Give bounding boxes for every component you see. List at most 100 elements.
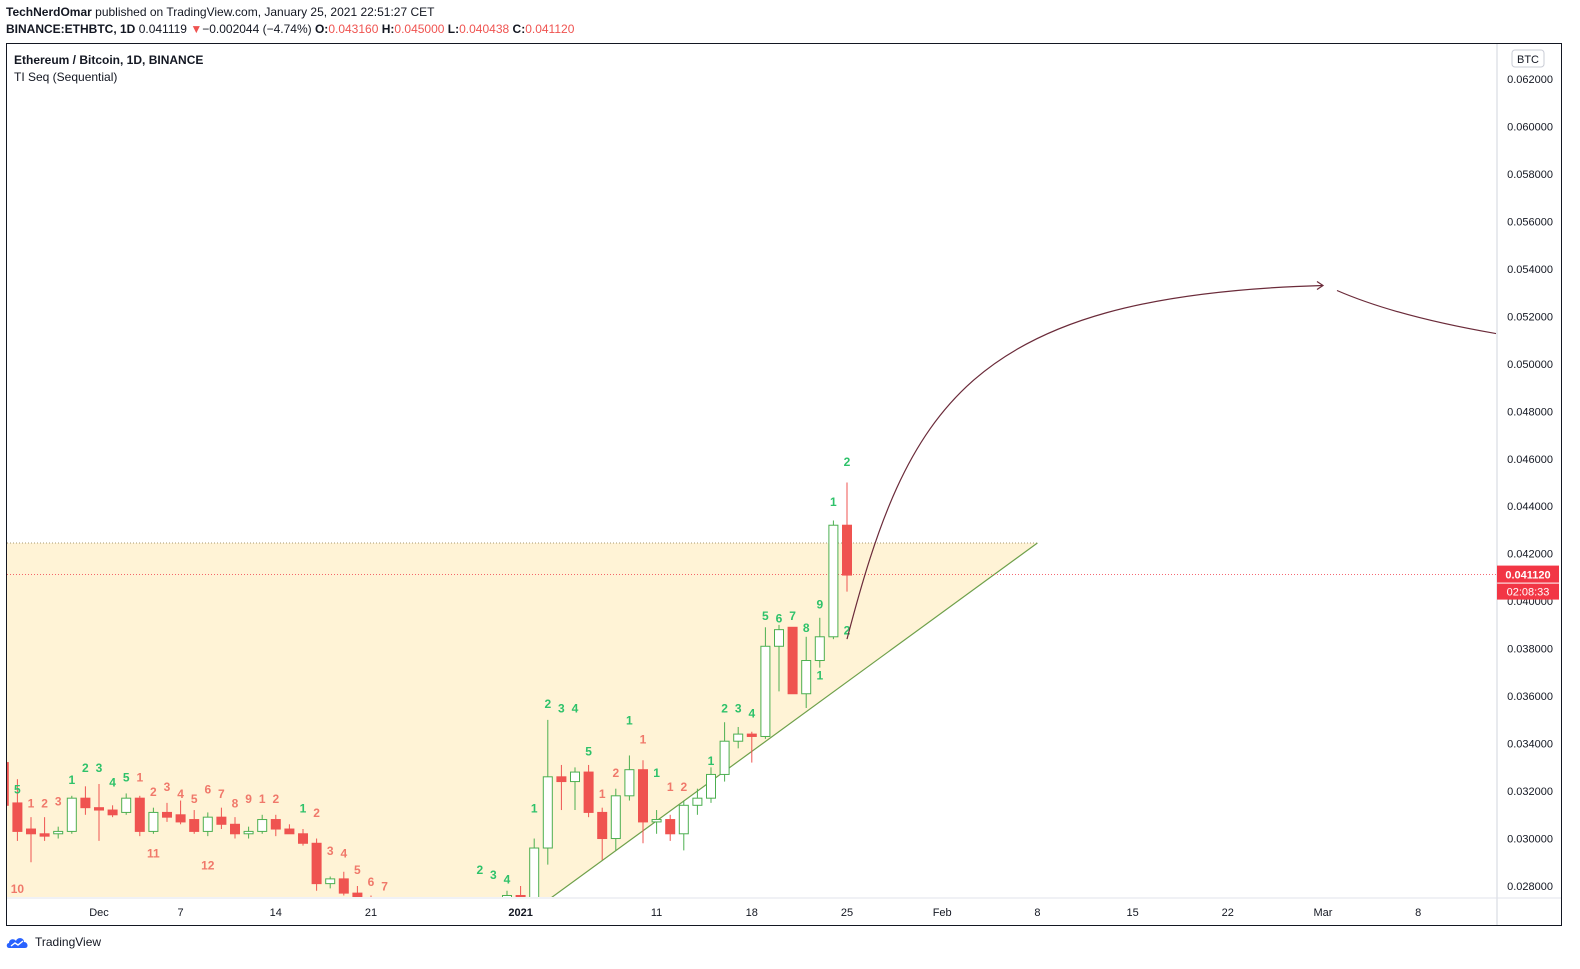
candle-body [311, 842, 322, 885]
author-name[interactable]: TechNerdOmar [6, 5, 92, 19]
candle-body [801, 660, 812, 695]
publish-info: TechNerdOmar published on TradingView.co… [6, 5, 435, 19]
currency-badge-label: BTC [1517, 54, 1539, 66]
footer-brand: TradingView [35, 935, 102, 949]
tradingview-cloud-icon [6, 938, 28, 948]
y-tick-label: 0.050000 [1507, 359, 1553, 371]
symbol-label: BINANCE:ETHBTC, 1D [6, 22, 136, 36]
candle-body [134, 797, 145, 832]
sequential-count-label: 1 [816, 669, 823, 683]
candle-body [53, 830, 64, 835]
symbol-info-line: BINANCE:ETHBTC, 1D 0.041119 ▼−0.002044 (… [6, 22, 574, 36]
candle-body [175, 814, 186, 823]
candle-body [284, 828, 295, 835]
highlight-zone [7, 543, 1038, 897]
y-tick-label: 0.030000 [1507, 834, 1553, 846]
candle-body [257, 819, 268, 832]
sequential-count-label: 5 [762, 609, 769, 623]
sequential-count-label: 1 [626, 714, 633, 728]
sequential-count-label: 3 [735, 702, 742, 716]
sequential-count-label: 5 [585, 744, 592, 758]
projection-arc-up [846, 284, 1324, 640]
sequential-count-label: 7 [218, 787, 225, 801]
candle-body [216, 816, 227, 825]
sequential-count-label: 4 [109, 775, 116, 789]
candle-body [94, 807, 104, 811]
sequential-count-label: 1 [0, 742, 7, 756]
chart-frame[interactable] [6, 43, 1562, 926]
candle-body [774, 629, 784, 647]
sequential-count-label: 4 [572, 702, 579, 716]
y-tick-label: 0.028000 [1507, 881, 1553, 893]
close-label: C: [512, 22, 526, 36]
close-value: 0.041120 [525, 22, 575, 36]
y-tick-label: 0.046000 [1507, 454, 1553, 466]
x-tick-label: Feb [933, 907, 952, 919]
sequential-count-label: 2 [680, 780, 687, 794]
x-tick-label: 8 [1415, 907, 1421, 919]
candle-body [148, 811, 159, 832]
sequential-count-label: 4 [177, 787, 184, 801]
indicator-legend[interactable]: TI Seq (Sequential) [14, 70, 118, 84]
sequential-count-label: 3 [558, 702, 565, 716]
chart-legend-title: Ethereum / Bitcoin, 1D, BINANCE [14, 53, 204, 67]
sequential-count-label: 1 [640, 733, 647, 747]
x-tick-label: 11 [651, 907, 662, 919]
last-price-tag [1497, 565, 1559, 583]
candle-body [230, 823, 240, 835]
y-tick-label: 0.042000 [1507, 549, 1553, 561]
high-label: H: [381, 22, 395, 36]
candle-body [435, 933, 444, 945]
x-tick-label: Mar [1314, 907, 1333, 919]
candle-body [760, 645, 771, 737]
candle-body [515, 894, 526, 897]
candle-body [542, 776, 553, 849]
sequential-count-label: 1 [259, 792, 266, 806]
x-tick-label: 7 [178, 907, 184, 919]
candle-body [66, 797, 77, 832]
y-tick-label: 0.038000 [1507, 644, 1553, 656]
sequential-count-label: 1 [653, 766, 660, 780]
candle-body [624, 769, 635, 797]
x-tick-label: 25 [841, 907, 853, 919]
sequential-count-label: 6 [368, 875, 375, 889]
low-value: 0.040438 [459, 22, 510, 36]
candle-body [7, 762, 9, 806]
y-tick-label: 0.044000 [1507, 501, 1553, 513]
sequential-count-label: 3 [55, 794, 62, 808]
sequential-count-label: 2 [41, 797, 48, 811]
sequential-count-label: 5 [191, 792, 198, 806]
low-label: L: [447, 22, 460, 36]
y-tick-label: 0.058000 [1507, 169, 1553, 181]
candle-body [502, 894, 512, 897]
candle-body [189, 819, 200, 832]
high-value: 0.045000 [394, 22, 445, 36]
x-tick-label: 8 [1034, 907, 1040, 919]
sequential-count-label: 7 [789, 609, 796, 623]
sequential-count-label: 1 [68, 773, 75, 787]
last-price: 0.041119 [138, 22, 187, 36]
candle-body [107, 809, 118, 816]
candle-body [787, 626, 798, 695]
tradingview-logo[interactable]: TradingView [6, 935, 101, 949]
candle-body [475, 914, 484, 923]
y-tick-label: 0.034000 [1507, 739, 1553, 751]
candle-body [746, 733, 757, 737]
sequential-count-label: 2 [150, 785, 157, 799]
candle-body [719, 740, 730, 775]
candle-body [678, 804, 689, 835]
candle-body [583, 771, 594, 813]
publish-text: published on TradingView.com, January 25… [95, 5, 435, 19]
open-value: 0.043160 [328, 22, 379, 36]
sequential-count-label: 3 [164, 780, 171, 794]
last-price-tag-label: 0.041120 [1505, 570, 1550, 582]
sequential-count-label: 10 [11, 882, 25, 896]
sequential-count-label: 1 [531, 801, 538, 815]
sequential-count-label: 5 [14, 782, 21, 796]
price-change: −0.002044 (−4.74%) [202, 22, 312, 36]
sequential-count-label: 4 [748, 706, 755, 720]
sequential-count-label: 9 [245, 792, 252, 806]
currency-badge[interactable] [1511, 49, 1545, 68]
